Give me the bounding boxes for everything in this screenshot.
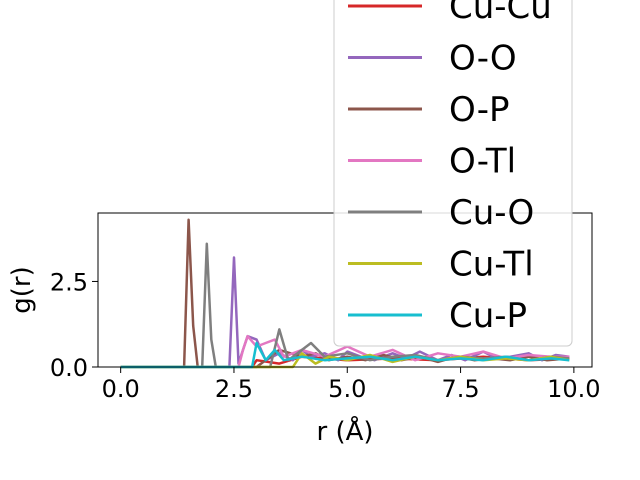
y-axis-label: g(r) (7, 266, 37, 313)
x-tick-label: 7.5 (441, 375, 479, 403)
legend-entry-o-o: O-O (348, 39, 517, 79)
x-axis-label: r (Å) (316, 415, 373, 447)
legend: Cu-Cu O-O O-P O-Tl Cu-O Cu-Tl Cu-P (333, 0, 573, 347)
legend-entry-cu-p: Cu-P (348, 296, 527, 336)
legend-box (333, 0, 573, 347)
x-tick-label: 2.5 (215, 375, 253, 403)
x-tick-label: 10.0 (547, 375, 600, 403)
legend-label: Cu-P (449, 296, 527, 336)
legend-label: Cu-Cu (449, 0, 552, 27)
legend-label: Cu-O (449, 193, 534, 233)
legend-entry-cu-o: Cu-O (348, 193, 534, 233)
ticks-layer: 0.0 2.5 5.0 7.5 10.0 0.0 2.5 (50, 268, 601, 403)
legend-entry-o-tl: O-Tl (348, 142, 516, 182)
legend-label: O-P (449, 90, 509, 130)
legend-entry-o-p: O-P (348, 90, 509, 130)
legend-entry-cu-tl: Cu-Tl (348, 245, 534, 285)
legend-label: O-O (449, 39, 517, 79)
x-tick-label: 5.0 (328, 375, 366, 403)
x-tick-label: 0.0 (102, 375, 140, 403)
legend-entry-cu-cu: Cu-Cu (348, 0, 552, 27)
y-tick-label: 2.5 (50, 268, 88, 296)
y-tick-label: 0.0 (50, 354, 88, 382)
legend-label: O-Tl (449, 142, 516, 182)
series-line-cu-p (120, 341, 570, 369)
legend-label: Cu-Tl (449, 245, 534, 285)
